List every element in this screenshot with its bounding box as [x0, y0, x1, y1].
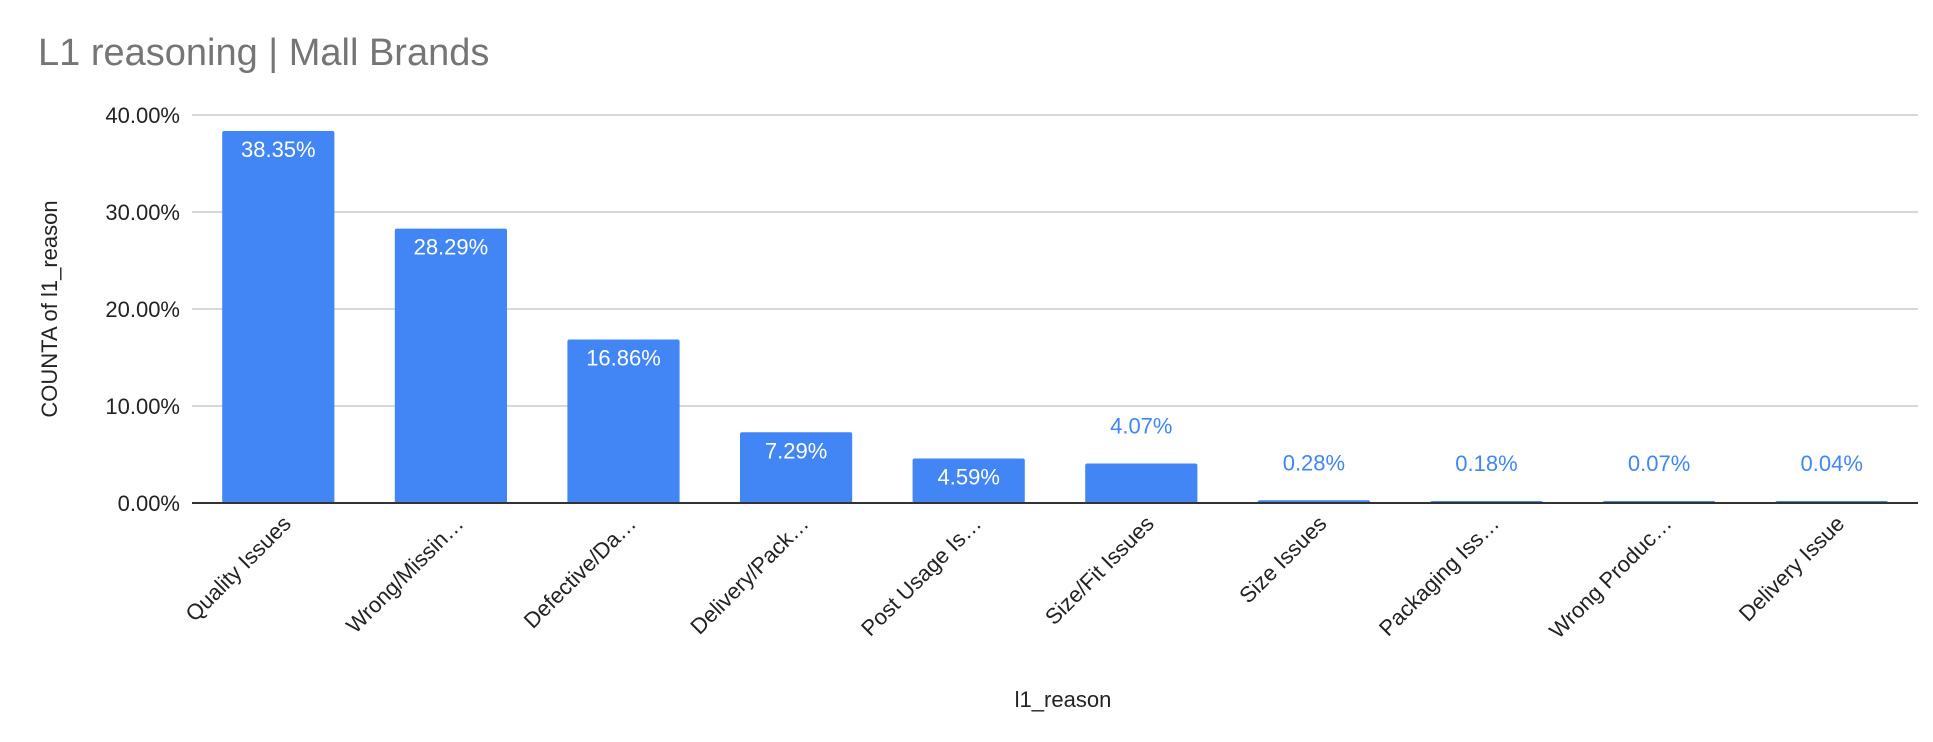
x-tick-label: Delivery/Pack… [685, 511, 813, 639]
x-tick-label: Wrong/Missin… [341, 511, 468, 638]
x-axis-title: l1_reason [1015, 687, 1112, 712]
y-tick-label: 20.00% [105, 297, 180, 322]
data-label: 0.07% [1628, 451, 1690, 476]
bar [222, 131, 335, 503]
value-labels: 38.35% 28.29% 16.86% 7.29% 4.59% 4.07% 0.28% 0.… [241, 137, 1863, 489]
x-tick-label: Post Usage Is… [856, 511, 986, 641]
data-label: 7.29% [765, 438, 827, 463]
bars [222, 131, 1888, 503]
data-label: 28.29% [414, 235, 489, 260]
y-tick-label: 10.00% [105, 394, 180, 419]
y-tick-label: 0.00% [118, 491, 180, 516]
x-tick-label: Size Issues [1234, 511, 1331, 608]
data-label: 38.35% [241, 137, 316, 162]
x-tick-label: Wrong Produc… [1544, 511, 1676, 643]
bar [1085, 463, 1198, 503]
y-tick-label: 30.00% [105, 200, 180, 225]
x-tick-label: Quality Issues [180, 511, 295, 626]
data-label: 0.04% [1801, 451, 1863, 476]
data-label: 16.86% [586, 345, 661, 370]
bar [740, 432, 853, 503]
chart-title: L1 reasoning | Mall Brands [38, 32, 490, 74]
x-tick-label: Defective/Da… [519, 511, 641, 633]
axes: 0.00% 10.00% 20.00% 30.00% 40.00% Quality Iss… [105, 103, 1918, 643]
x-tick-label: Delivery Issue [1734, 511, 1849, 626]
y-tick-label: 40.00% [105, 103, 180, 128]
data-label: 0.28% [1283, 450, 1345, 475]
data-label: 0.18% [1455, 451, 1517, 476]
bar [567, 339, 680, 503]
data-label: 4.07% [1110, 414, 1172, 439]
y-axis-title: COUNTA of l1_reason [37, 200, 62, 417]
x-tick-label: Packaging Iss… [1374, 511, 1504, 641]
bar [394, 228, 507, 503]
x-tick-label: Size/Fit Issues [1040, 511, 1159, 630]
bar [912, 458, 1025, 503]
data-label: 4.59% [938, 464, 1000, 489]
